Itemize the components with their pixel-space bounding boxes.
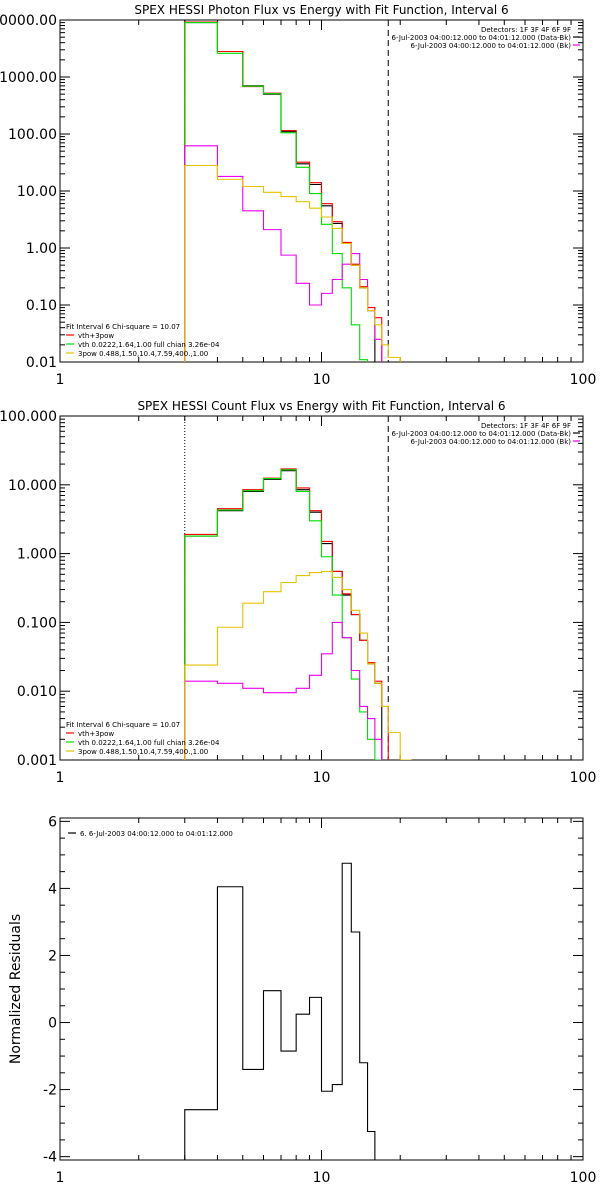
- legend-entry: vth+3pow: [78, 332, 114, 340]
- x-tick-label: 100: [570, 1170, 597, 1186]
- y-tick-label: 2: [48, 948, 57, 964]
- chart-title: SPEX HESSI Photon Flux vs Energy with Fi…: [134, 3, 508, 17]
- y-axis-label: Normalized Residuals: [8, 914, 24, 1064]
- x-tick-label: 10: [313, 770, 331, 786]
- y-tick-label: 10.00: [17, 184, 57, 200]
- legend-topright-entry: Detectors: 1F 3F 4F 6F 9F: [481, 26, 571, 34]
- series-4-histogram: [184, 145, 383, 362]
- chart-panel-3: 1 10 100 -4 -2 0 2 4 6 Normalized Residuals 6. 6-J…: [8, 814, 596, 1186]
- legend-entry: vth 0.0222,1.64,1.00 full chian 3.26e-04: [78, 341, 220, 349]
- y-tick-label: 1.00: [26, 241, 57, 257]
- legend-entry: vth 0.0222,1.64,1.00 full chian 3.26e-04: [78, 739, 220, 747]
- series-group: [184, 862, 376, 1160]
- y-tick-label: 4: [48, 881, 57, 897]
- x-tick-label: 100: [570, 372, 597, 388]
- chart-title: SPEX HESSI Count Flux vs Energy with Fit…: [137, 399, 505, 413]
- series-group: [184, 468, 412, 760]
- x-tick-label: 10: [313, 1170, 331, 1186]
- y-tick-label: 0.10: [26, 298, 57, 314]
- series-2-histogram: [184, 21, 383, 362]
- y-tick-label: -2: [43, 1083, 57, 1099]
- series-3-histogram: [184, 469, 383, 760]
- y-tick-label: 0: [48, 1016, 57, 1032]
- y-tick-label: 0.001: [17, 753, 57, 769]
- y-tick-label: 100.000: [0, 409, 57, 425]
- y-tick-label: 0.01: [26, 355, 57, 371]
- y-tick-label: 10000.00: [0, 13, 57, 29]
- y-tick-label: 1.000: [17, 547, 57, 563]
- legend-entry: 6. 6-Jul-2003 04:00:12.000 to 04:01:12.0…: [80, 830, 233, 838]
- series-5-histogram: [184, 570, 412, 760]
- legend-topright-entry: 6-Jul-2003 04:00:12.000 to 04:01:12.000 …: [392, 34, 572, 42]
- series-3-histogram: [184, 22, 369, 362]
- legend-fit-header: Fit Interval 6 Chi-square = 10.07: [66, 721, 180, 729]
- series-group: [184, 21, 401, 362]
- y-tick-label: 10.000: [8, 478, 57, 494]
- y-tick-label: -4: [43, 1150, 57, 1166]
- legend-topright-entry: 6-Jul-2003 04:00:12.000 to 04:01:12.000 …: [411, 438, 572, 446]
- x-tick-label: 1: [56, 372, 65, 388]
- legend-topright-entry: 6-Jul-2003 04:00:12.000 to 04:01:12.000 …: [392, 430, 572, 438]
- series-1-histogram: [184, 470, 383, 760]
- chart-panel-1: SPEX HESSI Photon Flux vs Energy with Fi…: [0, 3, 596, 388]
- legend-fit-header: Fit Interval 6 Chi-square = 10.07: [66, 323, 180, 331]
- chart-panel-2: SPEX HESSI Count Flux vs Energy with Fit…: [0, 399, 596, 786]
- series-5-histogram: [184, 164, 401, 362]
- x-tick-label: 10: [313, 372, 331, 388]
- x-tick-label: 100: [570, 770, 597, 786]
- legend-entry: 3pow 0.488,1.50,10.4,7.59,400.,1.00: [78, 748, 208, 756]
- legend-topright-entry: Detectors: 1F 3F 4F 6F 9F: [481, 422, 571, 430]
- legend-topright-entry: 6-Jul-2003 04:00:12.000 to 04:01:12.000 …: [411, 42, 572, 50]
- y-tick-label: 1000.00: [0, 70, 57, 86]
- y-tick-label: 0.100: [17, 615, 57, 631]
- series-4-histogram: [184, 621, 383, 760]
- x-tick-label: 1: [56, 770, 65, 786]
- plot-frame: [59, 415, 584, 761]
- y-tick-label: 6: [48, 814, 57, 830]
- x-tick-label: 1: [56, 1170, 65, 1186]
- y-tick-label: 100.00: [8, 127, 57, 143]
- series-2-histogram: [184, 468, 389, 760]
- legend-entry: 3pow 0.488,1.50,10.4,7.59,400.,1.00: [78, 350, 208, 358]
- plot-frame: [59, 817, 584, 1161]
- series-1-histogram: [184, 22, 376, 362]
- series-1-histogram: [184, 862, 376, 1160]
- legend-entry: vth+3pow: [78, 730, 114, 738]
- y-tick-label: 0.010: [17, 684, 57, 700]
